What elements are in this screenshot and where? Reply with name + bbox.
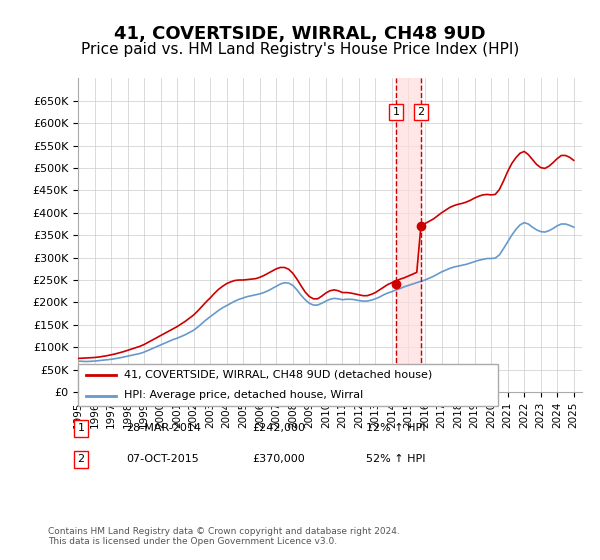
FancyBboxPatch shape: [78, 364, 498, 406]
Text: Price paid vs. HM Land Registry's House Price Index (HPI): Price paid vs. HM Land Registry's House …: [81, 42, 519, 57]
Bar: [396, 78, 421, 392]
Text: 41, COVERTSIDE, WIRRAL, CH48 9UD: 41, COVERTSIDE, WIRRAL, CH48 9UD: [114, 25, 486, 43]
Text: 41, COVERTSIDE, WIRRAL, CH48 9UD (detached house): 41, COVERTSIDE, WIRRAL, CH48 9UD (detach…: [124, 370, 433, 380]
Text: 2: 2: [77, 454, 85, 464]
Text: 2: 2: [418, 107, 425, 117]
Text: HPI: Average price, detached house, Wirral: HPI: Average price, detached house, Wirr…: [124, 390, 364, 400]
Text: 28-MAR-2014: 28-MAR-2014: [126, 423, 201, 433]
Text: £242,000: £242,000: [252, 423, 305, 433]
Text: 1: 1: [77, 423, 85, 433]
Text: Contains HM Land Registry data © Crown copyright and database right 2024.
This d: Contains HM Land Registry data © Crown c…: [48, 526, 400, 546]
Text: 1: 1: [392, 107, 400, 117]
Text: £370,000: £370,000: [252, 454, 305, 464]
Text: 52% ↑ HPI: 52% ↑ HPI: [366, 454, 425, 464]
Text: 12% ↑ HPI: 12% ↑ HPI: [366, 423, 425, 433]
Text: 07-OCT-2015: 07-OCT-2015: [126, 454, 199, 464]
